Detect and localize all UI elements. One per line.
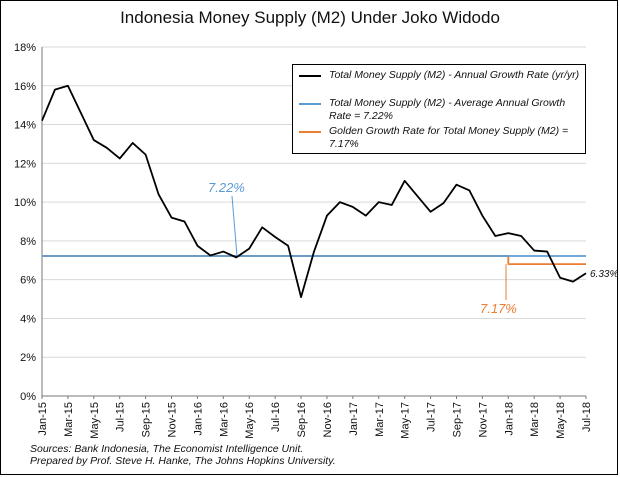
y-tick-label: 2% — [20, 352, 36, 364]
chart-title: Indonesia Money Supply (M2) Under Joko W… — [120, 8, 500, 27]
y-tick-label: 0% — [20, 391, 36, 403]
sources-line: Sources: Bank Indonesia, The Economist I… — [30, 443, 304, 455]
last-value-label: 6.33% — [590, 269, 619, 280]
golden-rate-line — [42, 255, 586, 266]
x-tick-label: Mar-18 — [529, 402, 541, 437]
legend-swatch-average — [299, 103, 321, 105]
sources-note: Sources: Bank Indonesia, The Economist I… — [30, 443, 336, 467]
x-tick-label: Jul-15 — [115, 402, 127, 432]
x-tick-label: Nov-15 — [167, 402, 179, 437]
x-tick-label: Sep-15 — [141, 402, 153, 437]
x-tick-label: May-15 — [89, 402, 101, 439]
y-tick-label: 18% — [14, 42, 36, 54]
y-tick-label: 6% — [20, 275, 36, 287]
x-tick-label: Mar-16 — [218, 402, 230, 437]
x-tick-label: Mar-17 — [374, 402, 386, 437]
annotation-pointers — [231, 195, 507, 300]
legend-swatch-golden — [299, 131, 321, 133]
y-tick-label: 14% — [14, 120, 36, 132]
axes: 0% 2% 4% 6% 8% 10% 12% 14% 16% 18% Jan-15 Mar-15 May… — [14, 42, 593, 439]
golden-rate-annotation: 7.17% — [480, 301, 517, 316]
legend-swatch-growth-rate — [299, 75, 321, 77]
y-tick-label: 12% — [14, 158, 36, 170]
x-tick-label: Jan-15 — [37, 402, 49, 436]
x-tick-label: Jul-18 — [581, 402, 593, 432]
x-tick-label: May-16 — [244, 402, 256, 439]
legend-label-growth-rate: Total Money Supply (M2) - Annual Growth … — [329, 69, 580, 81]
x-tick-label: Sep-17 — [451, 402, 463, 437]
x-tick-label: Jul-16 — [270, 402, 282, 432]
x-tick-label: Jan-16 — [192, 402, 204, 436]
x-tick-label: Sep-16 — [296, 402, 308, 437]
x-tick-label: May-17 — [400, 402, 412, 439]
growth-rate-line — [41, 84, 587, 299]
average-rate-annotation: 7.22% — [208, 180, 245, 195]
x-tick-label: Jul-17 — [426, 402, 438, 432]
y-tick-label: 16% — [14, 81, 36, 93]
y-tick-label: 8% — [20, 236, 36, 248]
prepared-by-line: Prepared by Prof. Steve H. Hanke, The Jo… — [30, 455, 336, 467]
x-tick-label: Nov-17 — [477, 402, 489, 437]
average-pointer-line — [231, 195, 238, 257]
legend-label-golden: Golden Growth Rate for Total Money Suppl… — [329, 125, 569, 150]
legend: Total Money Supply (M2) - Annual Growth … — [292, 64, 586, 154]
x-tick-label: Jan-17 — [348, 402, 360, 436]
legend-label-average: Total Money Supply (M2) - Average Annual… — [329, 97, 566, 122]
x-tick-label: Nov-16 — [322, 402, 334, 437]
y-tick-label: 10% — [14, 197, 36, 209]
x-tick-label: Jan-18 — [503, 402, 515, 436]
y-tick-label: 4% — [20, 313, 36, 325]
x-tick-label: Mar-15 — [63, 402, 75, 437]
x-tick-label: May-18 — [555, 402, 567, 439]
series-lines — [41, 84, 587, 299]
